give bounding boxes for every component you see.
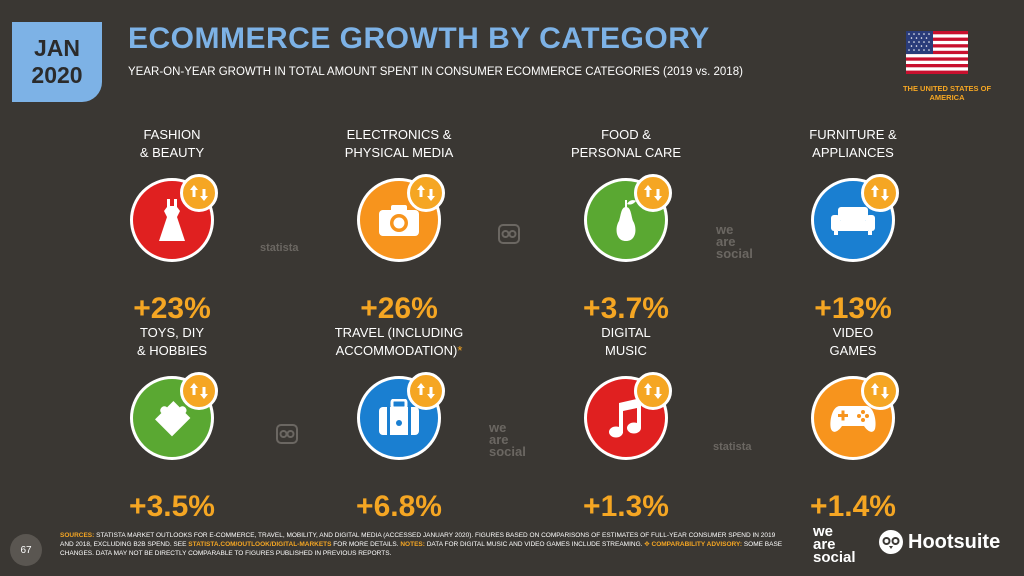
up-down-arrows-icon [634, 372, 672, 410]
luggage-icon [357, 376, 441, 460]
growth-value: +26% [360, 292, 438, 325]
date-month: JAN [33, 35, 80, 61]
date-year: 2020 [31, 62, 83, 88]
growth-value: +1.4% [810, 490, 896, 523]
category-card-furniture: FURNITURE & APPLIANCES +13% [763, 126, 943, 326]
up-down-arrows-icon [861, 174, 899, 212]
statista-watermark: statista [713, 441, 752, 453]
category-card-toys: TOYS, DIY & HOBBIES +3.5% [82, 324, 262, 524]
category-card-fashion: FASHION & BEAUTY +23% [82, 126, 262, 326]
owl-icon [879, 530, 903, 554]
up-down-arrows-icon [180, 372, 218, 410]
page-subtitle: YEAR-ON-YEAR GROWTH IN TOTAL AMOUNT SPEN… [128, 66, 743, 78]
category-label: FURNITURE & APPLIANCES [809, 127, 897, 160]
us-flag-icon [906, 31, 968, 74]
category-card-travel: TRAVEL (INCLUDING ACCOMMODATION)* +6.8% [309, 324, 489, 524]
wearesocial-watermark: we are social [489, 420, 526, 459]
up-down-arrows-icon [180, 174, 218, 212]
country-label: THE UNITED STATES OF AMERICA [902, 84, 992, 102]
wearesocial-logo: we are social [813, 523, 856, 566]
asterisk: * [457, 343, 463, 358]
category-label: TOYS, DIY & HOBBIES [136, 325, 208, 358]
category-label: DIGITAL MUSIC [601, 325, 651, 358]
sources-link[interactable]: STATISTA.COM/OUTLOOK/DIGITAL-MARKETS [188, 541, 332, 548]
hootsuite-logo: Hootsuite [878, 529, 1000, 555]
category-label: FASHION & BEAUTY [139, 127, 205, 160]
category-label: ELECTRONICS & PHYSICAL MEDIA [344, 127, 454, 160]
statista-watermark: statista [260, 242, 299, 254]
category-card-games: VIDEO GAMES +1.4% [763, 324, 943, 524]
category-card-music: DIGITAL MUSIC +1.3% [536, 324, 716, 524]
date-badge: JAN 2020 [12, 22, 102, 102]
up-down-arrows-icon [407, 174, 445, 212]
category-card-electronics: ELECTRONICS & PHYSICAL MEDIA +26% [309, 126, 489, 326]
category-card-food: FOOD & PERSONAL CARE +3.7% [536, 126, 716, 326]
growth-value: +6.8% [356, 490, 442, 523]
wearesocial-watermark: we are social [716, 222, 753, 261]
up-down-arrows-icon [407, 372, 445, 410]
growth-value: +1.3% [583, 490, 669, 523]
growth-value: +3.5% [129, 490, 215, 523]
owl-watermark-icon [498, 224, 520, 244]
category-label: TRAVEL (INCLUDING ACCOMMODATION)* [334, 325, 464, 358]
growth-value: +3.7% [583, 292, 669, 325]
growth-value: +23% [133, 292, 211, 325]
owl-watermark-icon [276, 424, 298, 444]
footer-sources: SOURCES: STATISTA MARKET OUTLOOKS FOR E-… [60, 532, 783, 557]
category-label: FOOD & PERSONAL CARE [570, 127, 682, 160]
growth-value: +13% [814, 292, 892, 325]
up-down-arrows-icon [634, 174, 672, 212]
dress-icon [130, 178, 214, 262]
up-down-arrows-icon [861, 372, 899, 410]
camera-icon [357, 178, 441, 262]
category-label: VIDEO GAMES [829, 325, 877, 358]
page-title: ECOMMERCE GROWTH BY CATEGORY [128, 22, 710, 55]
page-number: 67 [10, 534, 42, 566]
